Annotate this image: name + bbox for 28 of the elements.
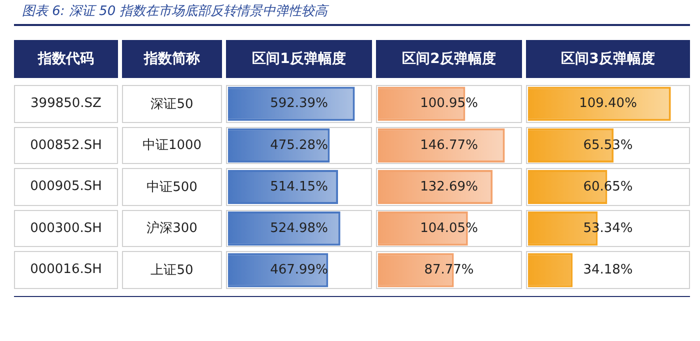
- data-label: 34.18%: [583, 262, 633, 278]
- data-label: 100.95%: [420, 96, 478, 112]
- category-label: 指数简称: [122, 40, 222, 78]
- data-label: 524.98%: [270, 220, 328, 236]
- text: 中证500: [122, 168, 222, 206]
- data-label: 475.28%: [270, 138, 328, 153]
- text: 中证1000: [122, 126, 222, 164]
- text: 000852.SH: [14, 126, 118, 164]
- text: 399850.SZ: [14, 85, 118, 122]
- text: 沪深300: [122, 210, 222, 247]
- chart-title: 区间1反弹幅度: [226, 40, 372, 78]
- text: 000300.SH: [14, 210, 118, 247]
- chart-title: 区间2反弹幅度: [376, 40, 522, 78]
- chart-title: 区间3反弹幅度: [526, 40, 690, 78]
- text: 深证50: [122, 85, 222, 122]
- data-label: 132.69%: [420, 179, 478, 194]
- data-label: 87.77%: [424, 262, 474, 278]
- data-label: 104.05%: [420, 220, 478, 236]
- text: 图表 6: 深证 50 指数在市场底部反转情景中弹性较高: [22, 3, 328, 20]
- data-label: 146.77%: [420, 138, 478, 153]
- data-label: 592.39%: [270, 96, 328, 112]
- category-label: 指数代码: [14, 40, 118, 78]
- data-label: 514.15%: [270, 179, 328, 194]
- text: 000016.SH: [14, 251, 118, 288]
- text: 000905.SH: [14, 168, 118, 206]
- text: 上证50: [122, 251, 222, 288]
- data-label: 109.40%: [579, 96, 637, 112]
- data-label: 467.99%: [270, 262, 328, 278]
